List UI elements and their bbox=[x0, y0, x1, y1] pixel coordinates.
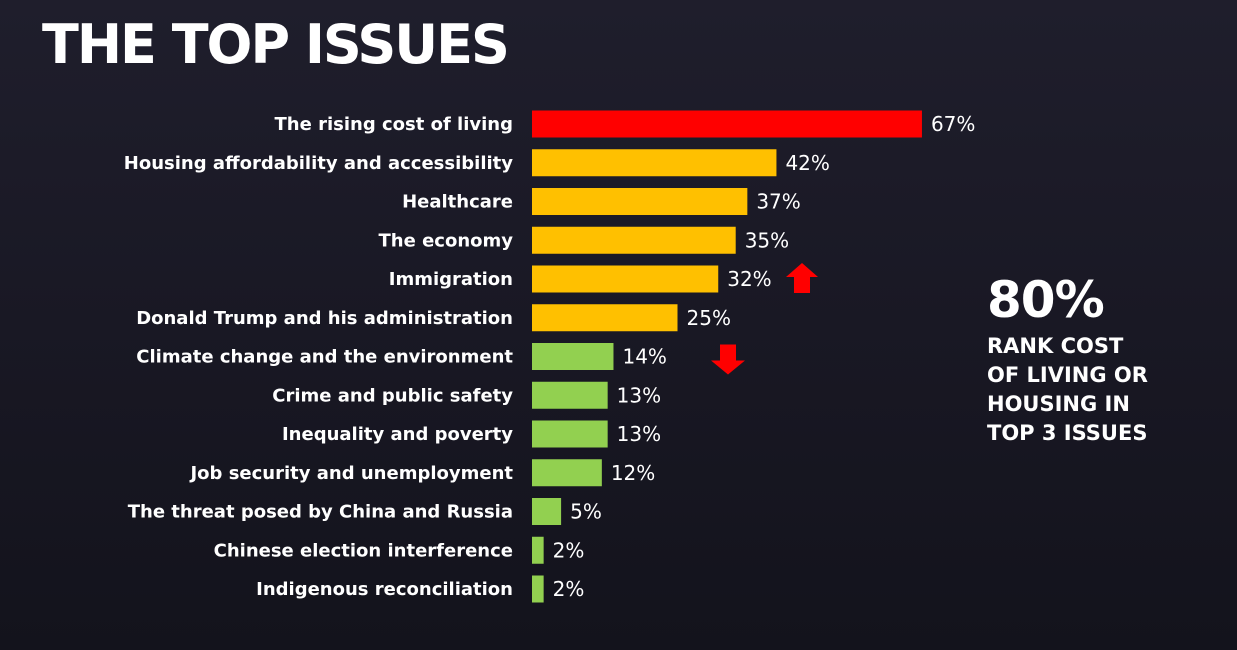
bar-indigenous-reconciliation bbox=[532, 575, 544, 603]
bar-chinese-election-interference bbox=[532, 536, 544, 564]
value-label-the-rising-cost-of-living: 67% bbox=[931, 112, 975, 136]
value-label-healthcare: 37% bbox=[756, 190, 800, 214]
value-label-crime-and-public-safety: 13% bbox=[617, 383, 661, 407]
category-label-climate-change-and-the-environment: Climate change and the environment bbox=[136, 347, 513, 368]
category-label-housing-affordability-and-accessibility: Housing affordability and accessibility bbox=[124, 153, 513, 174]
bar-the-economy bbox=[532, 226, 736, 254]
category-label-indigenous-reconciliation: Indigenous reconciliation bbox=[256, 579, 513, 600]
bar-crime-and-public-safety bbox=[532, 381, 608, 409]
bar-housing-affordability-and-accessibility bbox=[532, 149, 777, 177]
category-label-inequality-and-poverty: Inequality and poverty bbox=[282, 424, 513, 445]
bar-the-threat-posed-by-china-and-russia bbox=[532, 498, 562, 525]
category-label-chinese-election-interference: Chinese election interference bbox=[214, 540, 513, 561]
category-label-crime-and-public-safety: Crime and public safety bbox=[272, 385, 513, 406]
trend-down-arrow-icon bbox=[711, 344, 745, 375]
value-label-job-security-and-unemployment: 12% bbox=[611, 461, 655, 485]
value-label-the-threat-posed-by-china-and-russia: 5% bbox=[570, 500, 602, 524]
bar-inequality-and-poverty bbox=[532, 420, 608, 448]
category-label-job-security-and-unemployment: Job security and unemployment bbox=[188, 463, 513, 484]
callout-value: 80% bbox=[987, 271, 1105, 329]
value-label-immigration: 32% bbox=[727, 267, 771, 291]
bar-job-security-and-unemployment bbox=[532, 459, 602, 487]
trend-up-arrow-icon bbox=[786, 263, 818, 293]
value-label-housing-affordability-and-accessibility: 42% bbox=[785, 151, 829, 175]
callout-panel: 80% RANK COST OF LIVING OR HOUSING IN TO… bbox=[987, 270, 1227, 448]
value-label-donald-trump-and-his-administration: 25% bbox=[687, 306, 731, 330]
bar-healthcare bbox=[532, 188, 748, 215]
bar-the-rising-cost-of-living bbox=[532, 110, 922, 138]
bar-immigration bbox=[532, 265, 719, 293]
category-label-the-rising-cost-of-living: The rising cost of living bbox=[275, 114, 514, 135]
category-label-healthcare: Healthcare bbox=[402, 192, 513, 213]
value-label-the-economy: 35% bbox=[745, 228, 789, 252]
category-label-the-threat-posed-by-china-and-russia: The threat posed by China and Russia bbox=[128, 502, 513, 523]
callout-text: RANK COST OF LIVING OR HOUSING IN TOP 3 … bbox=[987, 334, 1148, 445]
value-label-indigenous-reconciliation: 2% bbox=[553, 577, 585, 601]
category-label-immigration: Immigration bbox=[389, 269, 513, 290]
category-label-donald-trump-and-his-administration: Donald Trump and his administration bbox=[136, 308, 513, 329]
category-label-the-economy: The economy bbox=[379, 230, 514, 251]
page-title: THE TOP ISSUES bbox=[42, 13, 510, 76]
value-label-chinese-election-interference: 2% bbox=[553, 538, 585, 562]
value-label-climate-change-and-the-environment: 14% bbox=[622, 345, 666, 369]
value-label-inequality-and-poverty: 13% bbox=[617, 422, 661, 446]
bar-donald-trump-and-his-administration bbox=[532, 304, 678, 332]
bar-climate-change-and-the-environment bbox=[532, 343, 614, 370]
